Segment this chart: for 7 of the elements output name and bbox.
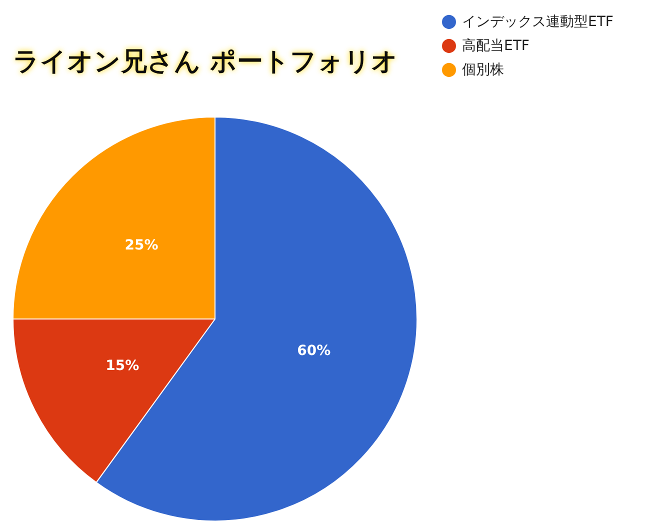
data-label: 25% xyxy=(124,237,158,254)
legend-label: 個別株 xyxy=(462,62,504,78)
data-label: 15% xyxy=(106,358,140,374)
data-label: 60% xyxy=(297,343,331,360)
legend-label: 高配当ETF xyxy=(462,38,530,54)
legend-label: インデックス連動型ETF xyxy=(462,14,614,30)
text: ライオン兄さん ポートフォリオ xyxy=(13,47,398,77)
